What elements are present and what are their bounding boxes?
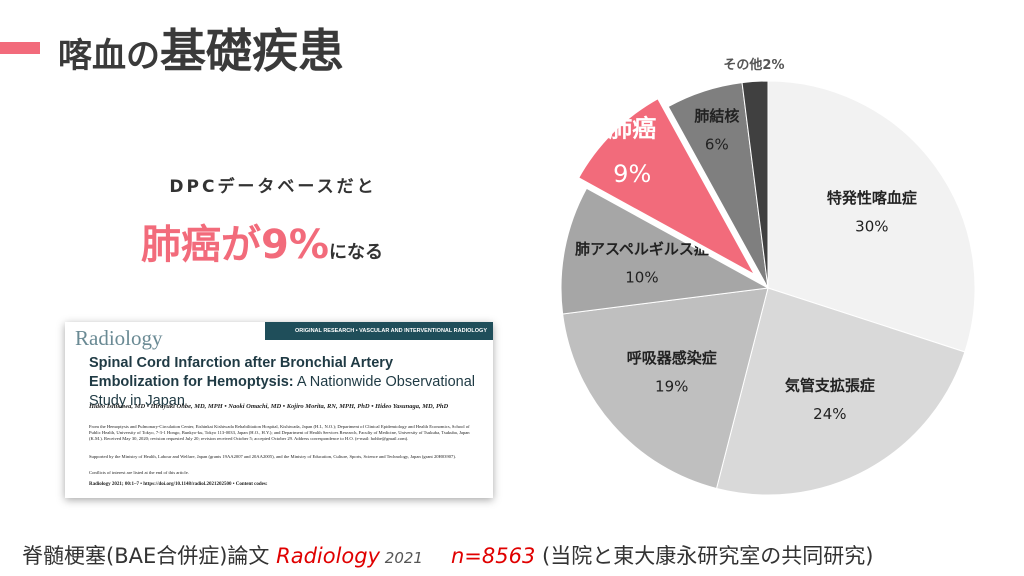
slice-category: 肺癌 [608,114,656,142]
slice-category: 特発性喀血症 [827,189,917,207]
callout-source: DPCデータベースだと [169,176,376,197]
paper-support: Supported by the Ministry of Health, Lab… [89,454,457,459]
paper-conflicts: Conflicts of interest are listed at the … [89,470,189,475]
pie-slice [562,287,769,490]
paper-affiliations: From the Hemoptysis and Pulmonary-Circul… [89,424,470,441]
slice-category: 肺結核 [694,107,739,125]
pie-slice [741,80,769,289]
paper-title-rest: A Nationwide Observational Study in Japa… [89,374,475,409]
footer-year: 2021 [380,549,423,567]
pie-slice [560,187,770,315]
pie-chart: 特発性喀血症 30% 気管支拡張症 24% 呼吸器感染症 19% 肺アスペルギルス症 10% 肺… [560,56,976,496]
paper-journal: Radiology [75,326,163,350]
title-main: 基礎疾患 [160,24,344,78]
title-lead: 喀血の [58,36,160,76]
paper-title-bold: Spinal Cord Infarction after Bronchial A… [89,355,394,390]
callout-highlight: 肺癌が9% [141,222,329,268]
pie-slice [573,93,764,284]
slice-value: 9% [613,160,651,188]
slice-value: 30% [855,217,888,235]
callout-suffix: になる [329,242,383,263]
pie-slice [767,80,976,353]
slice-value: 19% [655,378,688,396]
slice-value: 6% [705,135,729,153]
footer-note: (当院と東大康永研究室の共同研究) [535,544,873,568]
paper-authors: Hideo Ishikawa, MD • Hiroyuki Ohbe, MD, … [89,403,449,410]
paper-section: ORIGINAL RESEARCH • VASCULAR AND INTERVE… [265,322,493,340]
paper-thumbnail: Radiology ORIGINAL RESEARCH • VASCULAR A… [65,322,493,498]
paper-citation: Radiology 2021; 00:1–7 • https://doi.org… [89,482,268,487]
slice-value: 2% [762,57,784,72]
footer: 脊髄梗塞(BAE合併症)論文 Radiology 2021 n=8563 (当院と… [22,544,873,568]
title-accent [0,42,40,54]
footer-label: 脊髄梗塞(BAE合併症)論文 [22,544,276,568]
page-title: 喀血の基礎疾患 [58,24,344,78]
slice-category: 肺アスペルギルス症 [575,240,709,258]
footer-journal: Radiology [276,544,380,568]
slice-category: 気管支拡張症 [785,377,875,395]
slice-value: 10% [625,269,658,287]
slice-category: 呼吸器感染症 [627,349,717,367]
footer-n: n=8563 [451,544,535,568]
slice-label: その他2% [723,56,784,72]
slice-value: 24% [813,405,846,423]
pie-slice [715,287,966,496]
paper-title: Spinal Cord Infarction after Bronchial A… [89,354,479,411]
slice-category: その他 [723,56,762,72]
callout-text: 肺癌が9%になる [141,222,383,268]
